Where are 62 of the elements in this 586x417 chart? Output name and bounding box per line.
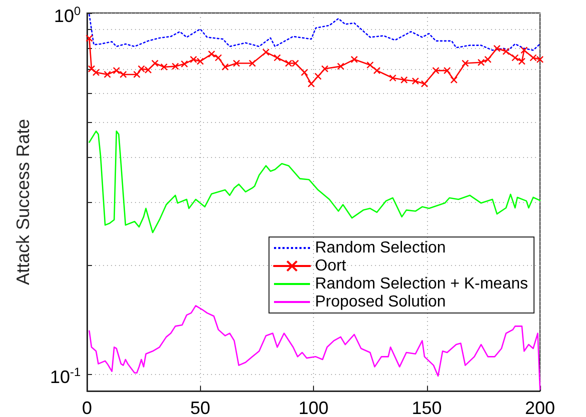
point	[151, 60, 159, 67]
legend-label: Random Selection	[315, 240, 446, 256]
point	[450, 76, 458, 84]
point	[444, 66, 451, 74]
point	[274, 54, 281, 62]
point	[180, 60, 188, 68]
point	[502, 48, 510, 55]
point	[222, 63, 229, 71]
line-series	[88, 130, 541, 234]
y-tick-label: 10$^{-1}$	[50, 364, 81, 387]
point	[190, 56, 198, 64]
point	[262, 48, 270, 56]
point	[314, 72, 322, 80]
x-tick-label: 50	[190, 398, 210, 417]
point	[160, 63, 168, 71]
x-tick-label: 100	[298, 398, 329, 417]
point	[248, 60, 256, 67]
point	[292, 60, 299, 67]
legend-label: Oort	[315, 258, 347, 274]
point	[337, 62, 344, 70]
point	[196, 58, 204, 65]
point	[300, 68, 308, 76]
point	[350, 56, 358, 64]
point	[92, 68, 100, 76]
point	[536, 56, 544, 64]
point	[308, 80, 315, 88]
point	[366, 61, 374, 69]
point	[412, 78, 420, 85]
x-tick-label: 150	[412, 398, 442, 417]
point	[432, 66, 440, 74]
point	[321, 65, 328, 72]
point	[518, 58, 526, 65]
point	[462, 60, 469, 67]
point	[284, 60, 292, 67]
y-tick-label: 10$^{0}$	[54, 2, 81, 26]
x-tick-label: 0	[82, 398, 92, 417]
point	[484, 56, 492, 64]
point	[420, 80, 428, 88]
point	[138, 65, 145, 72]
point	[493, 44, 501, 52]
point	[120, 70, 127, 78]
legend-label: Proposed Solution	[315, 294, 446, 310]
point	[530, 54, 537, 62]
point	[208, 50, 216, 58]
legend-label: Random Selection + K-means	[315, 276, 528, 292]
point	[144, 66, 152, 74]
point	[389, 74, 396, 82]
y-axis-title: Attack Success Rate	[13, 118, 33, 286]
point	[86, 34, 93, 42]
point	[478, 58, 485, 66]
point	[133, 70, 140, 78]
point	[88, 65, 96, 72]
point	[232, 60, 240, 67]
point	[520, 46, 528, 54]
x-tick-label: 200	[524, 398, 556, 417]
point	[104, 70, 111, 78]
point	[511, 54, 519, 62]
point	[400, 76, 408, 84]
point	[373, 66, 381, 74]
point	[172, 62, 179, 70]
point	[112, 66, 120, 74]
point	[214, 54, 222, 62]
